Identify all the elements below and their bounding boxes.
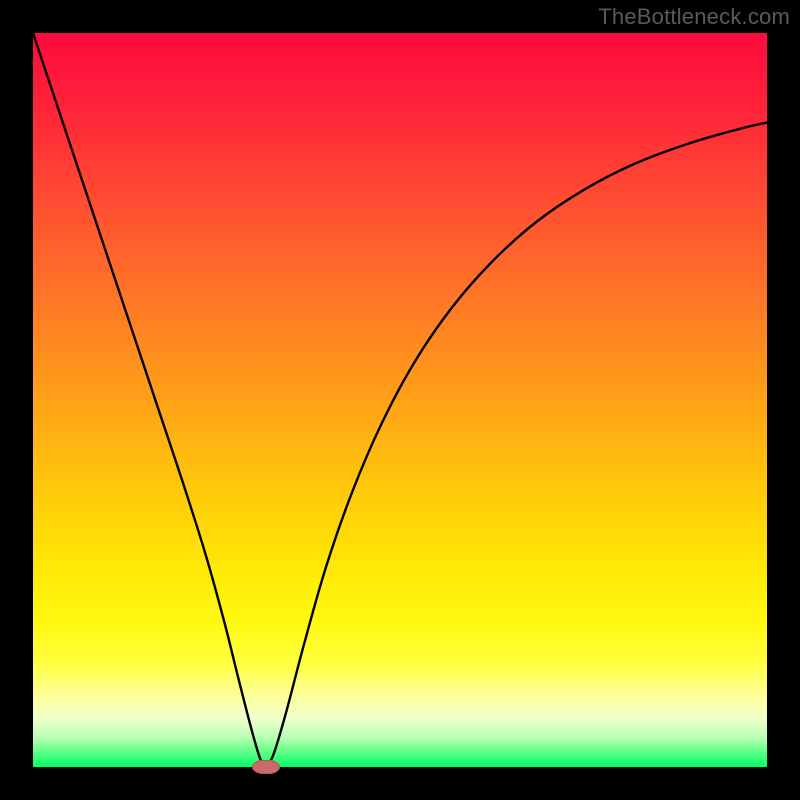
curve-right-branch (266, 123, 767, 767)
curve-layer (33, 33, 767, 767)
watermark-text: TheBottleneck.com (598, 4, 790, 30)
chart-container: { "meta": { "watermark": "TheBottleneck.… (0, 0, 800, 800)
curve-left-branch (33, 33, 266, 767)
plot-area (33, 33, 767, 767)
minimum-marker (252, 760, 280, 774)
